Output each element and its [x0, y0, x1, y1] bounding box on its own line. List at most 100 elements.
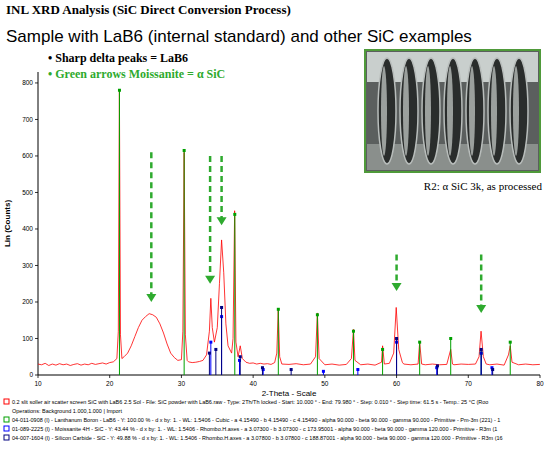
stick-marker	[449, 337, 452, 340]
photo-highlight	[403, 66, 409, 156]
photo-highlight	[513, 66, 519, 156]
legend-swatch	[4, 426, 9, 431]
y-tick-label: 400	[22, 225, 33, 232]
stick	[239, 355, 242, 375]
subtitle: Sample with LaB6 (internal standard) and…	[6, 27, 472, 46]
stick	[436, 364, 439, 375]
legend-swatch	[4, 399, 9, 404]
stick	[418, 341, 421, 375]
stick-line	[210, 342, 211, 375]
x-tick	[109, 375, 110, 378]
stick-marker	[491, 368, 494, 371]
stick	[233, 213, 236, 375]
arrow-head	[392, 283, 402, 291]
stick-line	[481, 349, 482, 375]
stick-line	[240, 357, 241, 375]
stick-marker	[356, 368, 359, 371]
y-tick-label: 300	[22, 262, 33, 269]
arrow	[476, 255, 486, 313]
x-tick-label: 10	[34, 380, 42, 387]
stick-marker	[381, 348, 384, 351]
stick	[352, 330, 355, 375]
chart: INL XRD Analysis (SiC Direct Conversion …	[0, 0, 555, 450]
stick	[449, 337, 452, 375]
x-tick-label: 30	[178, 380, 186, 387]
annotation: • Green arrows Moissanite = α SiC	[48, 67, 225, 81]
y-tick-label: 200	[22, 298, 33, 305]
x-tick	[396, 375, 397, 378]
legend-entry: Operations: Background 1.000,1.000 | Imp…	[12, 408, 122, 414]
y-tick	[35, 338, 38, 339]
annotation: • Sharp delta peaks = LaB6	[48, 51, 188, 65]
stick	[491, 368, 494, 375]
stick-line	[450, 338, 451, 375]
stick	[118, 89, 121, 375]
stick	[435, 366, 438, 375]
stick-marker	[209, 341, 212, 344]
stick	[209, 341, 212, 375]
arrow-head	[217, 217, 227, 225]
stick	[214, 348, 217, 375]
photo-frame	[365, 50, 540, 172]
stick-line	[119, 90, 120, 375]
stick-line	[382, 349, 383, 375]
x-tick-label: 70	[465, 380, 473, 387]
stick-marker	[316, 313, 319, 316]
x-axis	[38, 375, 540, 376]
arrows	[146, 152, 486, 313]
y-tick	[35, 375, 38, 376]
photo-highlight	[447, 66, 453, 156]
x-tick	[324, 375, 325, 378]
stick	[490, 366, 493, 375]
arrow-head	[205, 276, 215, 284]
arrow-head	[146, 294, 156, 302]
legend-entry: 01-089-2225 (I) - Moissanite 4H - SiC - …	[12, 426, 497, 432]
stick	[183, 149, 186, 375]
stick-marker	[509, 341, 512, 344]
photo-highlight	[469, 66, 475, 156]
photo-disc	[510, 58, 528, 164]
stick-marker	[118, 89, 121, 92]
photo-disc	[422, 58, 440, 164]
photo-disc	[378, 58, 396, 164]
stick-marker	[220, 306, 223, 309]
stick	[290, 368, 293, 375]
arrow-head	[476, 305, 486, 313]
stick	[381, 348, 384, 375]
y-axis	[38, 72, 39, 375]
stick-marker	[352, 330, 355, 333]
stick	[208, 352, 211, 375]
stick-line	[215, 349, 216, 375]
x-axis-title: 2-Theta - Scale	[262, 389, 317, 398]
stick-marker	[436, 364, 439, 367]
legend-swatch	[4, 435, 9, 440]
stick-line	[221, 307, 222, 375]
stick	[356, 368, 359, 375]
y-tick-label: 500	[22, 189, 33, 196]
stick-marker	[183, 149, 186, 152]
stick-line	[278, 309, 279, 375]
arrow	[217, 156, 227, 225]
y-tick-label: 0	[29, 371, 33, 378]
arrow-shaft	[480, 255, 483, 306]
y-axis-title: Lin (Counts)	[3, 200, 12, 247]
stick-line	[209, 353, 210, 375]
stick-line	[317, 315, 318, 375]
photo-highlight	[491, 66, 497, 156]
stick-marker	[418, 341, 421, 344]
y-tick	[35, 301, 38, 302]
y-tick-label: 600	[22, 152, 33, 159]
stick-marker	[395, 337, 398, 340]
arrow-shaft	[220, 156, 223, 218]
stick	[395, 337, 398, 375]
arrow-shaft	[150, 152, 153, 295]
x-tick	[181, 375, 182, 378]
y-tick	[35, 228, 38, 229]
y-tick-label: 100	[22, 335, 33, 342]
y-tick-label: 800	[22, 79, 33, 86]
stick	[322, 370, 325, 375]
photo-disc	[444, 58, 462, 164]
stick-marker	[277, 308, 280, 311]
x-tick-label: 20	[106, 380, 114, 387]
stick	[261, 366, 264, 375]
